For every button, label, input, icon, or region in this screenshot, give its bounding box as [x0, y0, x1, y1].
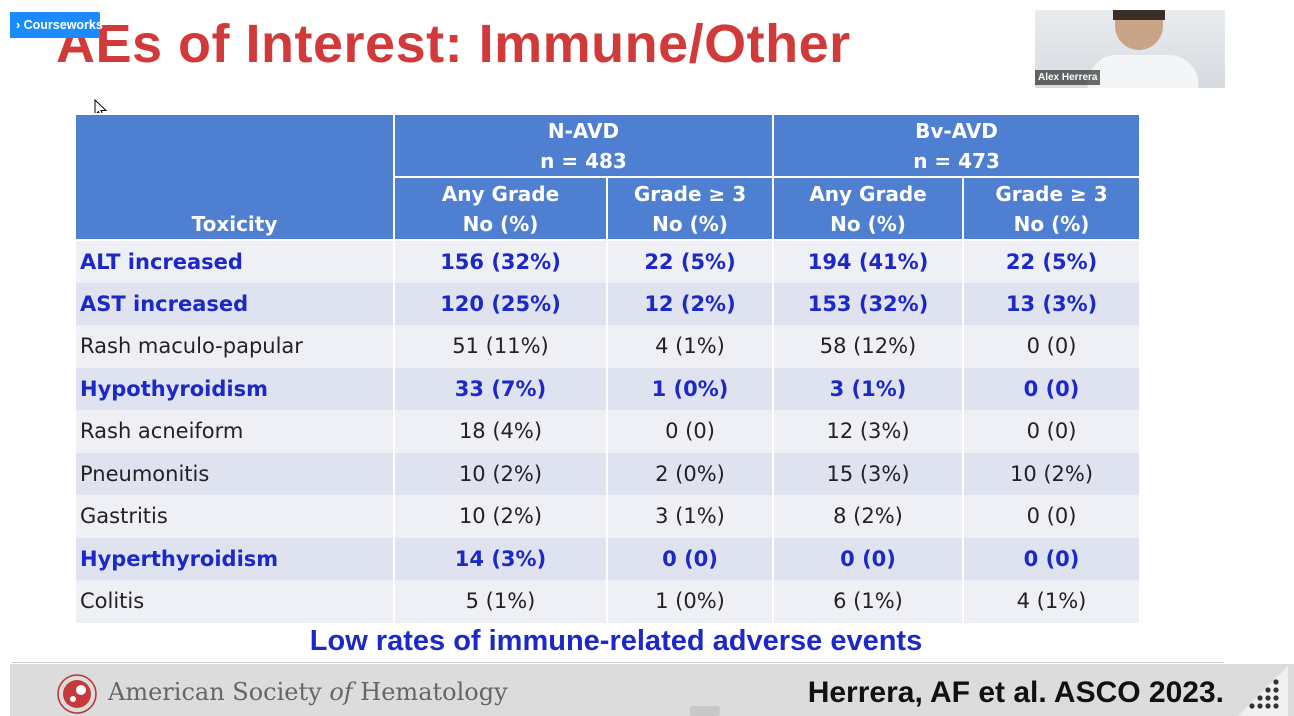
- value-cell: 6 (1%): [772, 580, 965, 623]
- toxicity-cell: Hyperthyroidism: [74, 537, 395, 580]
- subheader-line1: Any Grade: [441, 181, 560, 206]
- table-row: Rash maculo-papular 51 (11%) 4 (1%) 58 (12%…: [74, 325, 1142, 368]
- toxicity-cell: Colitis: [74, 580, 395, 623]
- value-cell: 0 (0): [962, 495, 1142, 538]
- toxicity-cell: Rash acneiform: [74, 410, 395, 453]
- timestamp-pill: [690, 706, 720, 716]
- footer-bar: [10, 664, 1294, 716]
- society-name: American Society of Hematology: [108, 678, 508, 706]
- value-cell: 0 (0): [605, 410, 775, 453]
- value-cell: 22 (5%): [962, 240, 1142, 283]
- value-cell: 58 (12%): [772, 325, 965, 368]
- value-cell: 153 (32%): [772, 282, 965, 325]
- value-cell: 12 (3%): [772, 410, 965, 453]
- subheader-line2: No (%): [462, 211, 539, 236]
- table-row: Hypothyroidism 33 (7%) 1 (0%) 3 (1%) 0 (0): [74, 367, 1142, 410]
- group-n: n = 483: [540, 148, 627, 173]
- subheader-grade-3: Grade ≥ 3 No (%): [962, 176, 1142, 241]
- society-suffix: Hematology: [352, 678, 508, 706]
- slide-title: AEs of Interest: Immune/Other: [56, 14, 851, 74]
- table-row: AST increased 120 (25%) 12 (2%) 153 (32%) 13…: [74, 282, 1142, 325]
- value-cell: 10 (2%): [393, 495, 608, 538]
- subheader-line1: Grade ≥ 3: [995, 181, 1108, 206]
- group-header-n-avd: N-AVD n = 483: [392, 113, 775, 178]
- subheader-row: Any Grade No (%) Grade ≥ 3 No (%) Any Grad…: [75, 176, 1142, 241]
- footer-divider: [12, 662, 1224, 663]
- subheader-line2: No (%): [1013, 211, 1090, 236]
- group-header-row: Toxicity N-AVD n = 483 Bv-AVD n = 473: [74, 113, 1142, 241]
- value-cell: 10 (2%): [962, 452, 1142, 495]
- society-of: of: [329, 678, 353, 706]
- value-cell: 0 (0): [962, 410, 1142, 453]
- value-cell: 18 (4%): [393, 410, 608, 453]
- citation: Herrera, AF et al. ASCO 2023.: [807, 676, 1224, 709]
- table-row: ALT increased 156 (32%) 22 (5%) 194 (41%) 22…: [74, 240, 1142, 283]
- speaker-name: Alex Herrera: [1035, 70, 1101, 85]
- table-row: Hyperthyroidism 14 (3%) 0 (0) 0 (0) 0 (0): [74, 537, 1142, 580]
- subheader-line2: No (%): [830, 211, 906, 236]
- group-name: N-AVD: [547, 118, 620, 143]
- toxicity-cell: Rash maculo-papular: [74, 325, 395, 368]
- value-cell: 4 (1%): [962, 580, 1142, 623]
- value-cell: 0 (0): [962, 325, 1142, 368]
- value-cell: 1 (0%): [605, 580, 775, 623]
- value-cell: 120 (25%): [393, 282, 608, 325]
- value-cell: 0 (0): [962, 367, 1142, 410]
- table-row: Colitis 5 (1%) 1 (0%) 6 (1%) 4 (1%): [74, 580, 1142, 623]
- table-row: Pneumonitis 10 (2%) 2 (0%) 15 (3%) 10 (2%): [74, 452, 1142, 495]
- value-cell: 10 (2%): [393, 452, 608, 495]
- value-cell: 12 (2%): [605, 282, 775, 325]
- resize-grip-icon[interactable]: [1228, 660, 1288, 716]
- toxicity-cell: ALT increased: [74, 240, 395, 283]
- toxicity-cell: AST increased: [74, 282, 395, 325]
- toxicity-header: Toxicity: [74, 113, 395, 241]
- value-cell: 1 (0%): [605, 367, 775, 410]
- group-header-bv-avd: Bv-AVD n = 473: [772, 113, 1142, 178]
- value-cell: 3 (1%): [605, 495, 775, 538]
- group-name: Bv-AVD: [915, 118, 998, 143]
- value-cell: 5 (1%): [393, 580, 608, 623]
- group-n: n = 473: [913, 148, 1000, 173]
- subheader-line1: Any Grade: [809, 181, 927, 206]
- speaker-figure: [1087, 54, 1199, 88]
- value-cell: 194 (41%): [772, 240, 965, 283]
- value-cell: 22 (5%): [605, 240, 775, 283]
- subheader-any-grade: Any Grade No (%): [393, 176, 608, 241]
- value-cell: 0 (0): [772, 537, 965, 580]
- value-cell: 2 (0%): [605, 452, 775, 495]
- value-cell: 156 (32%): [393, 240, 608, 283]
- value-cell: 33 (7%): [393, 367, 608, 410]
- subheader-any-grade: Any Grade No (%): [772, 176, 965, 241]
- courseworks-tag[interactable]: › Courseworks: [10, 12, 103, 38]
- subheader-grade-3: Grade ≥ 3 No (%): [605, 176, 775, 241]
- table-row: Rash acneiform 18 (4%) 0 (0) 12 (3%) 0 (0): [74, 410, 1142, 453]
- value-cell: 4 (1%): [605, 325, 775, 368]
- value-cell: 51 (11%): [393, 325, 608, 368]
- speaker-hair: [1113, 10, 1165, 20]
- value-cell: 3 (1%): [772, 367, 965, 410]
- toxicity-table-body: ALT increased 156 (32%) 22 (5%) 194 (41%) 22…: [74, 240, 1142, 623]
- value-cell: 15 (3%): [772, 452, 965, 495]
- toxicity-cell: Hypothyroidism: [74, 367, 395, 410]
- subheader-line1: Grade ≥ 3: [633, 181, 747, 206]
- speaker-video[interactable]: Alex Herrera: [1035, 10, 1225, 88]
- toxicity-cell: Gastritis: [74, 495, 395, 538]
- value-cell: 0 (0): [605, 537, 775, 580]
- value-cell: 14 (3%): [393, 537, 608, 580]
- subheader-line2: No (%): [652, 211, 728, 236]
- toxicity-table: Toxicity N-AVD n = 483 Bv-AVD n = 473 Any …: [74, 113, 1142, 623]
- value-cell: 0 (0): [962, 537, 1142, 580]
- ash-logo-icon: [57, 674, 97, 714]
- society-prefix: American Society: [108, 678, 330, 706]
- slide-subtitle: Low rates of immune-related adverse even…: [309, 625, 923, 657]
- toxicity-cell: Pneumonitis: [74, 452, 395, 495]
- value-cell: 13 (3%): [962, 282, 1142, 325]
- value-cell: 8 (2%): [772, 495, 965, 538]
- table-row: Gastritis 10 (2%) 3 (1%) 8 (2%) 0 (0): [74, 495, 1142, 538]
